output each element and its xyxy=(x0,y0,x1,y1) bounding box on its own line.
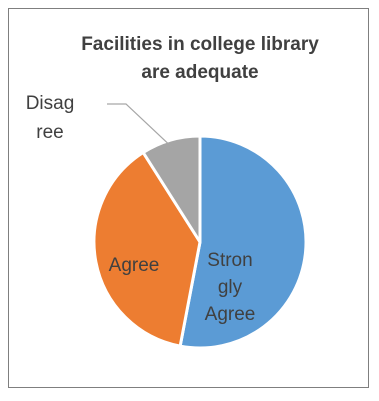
label-agree-line: Agree xyxy=(109,255,160,276)
slice-labels: Stron gly Agree Agree Disag ree xyxy=(26,93,256,325)
slice-disagree xyxy=(141,134,202,244)
label-disagree-line: Disag xyxy=(26,93,75,114)
chart-title-line-1: Facilities in college library xyxy=(81,34,319,55)
slice-strongly-agree xyxy=(178,134,308,350)
chart-title-line-2: are adequate xyxy=(141,62,258,83)
label-disagree-line: ree xyxy=(36,122,63,143)
leader-line-disagree xyxy=(107,103,174,149)
chart-title: Facilities in college library are adequa… xyxy=(81,34,319,83)
label-strongly-agree-line: Stron xyxy=(207,250,252,271)
label-disagree: Disag ree xyxy=(26,93,75,143)
pie-slices xyxy=(92,134,308,350)
label-agree: Agree xyxy=(109,255,160,276)
label-strongly-agree: Stron gly Agree xyxy=(205,250,256,325)
label-strongly-agree-line: Agree xyxy=(205,304,256,325)
label-strongly-agree-line: gly xyxy=(218,277,243,298)
